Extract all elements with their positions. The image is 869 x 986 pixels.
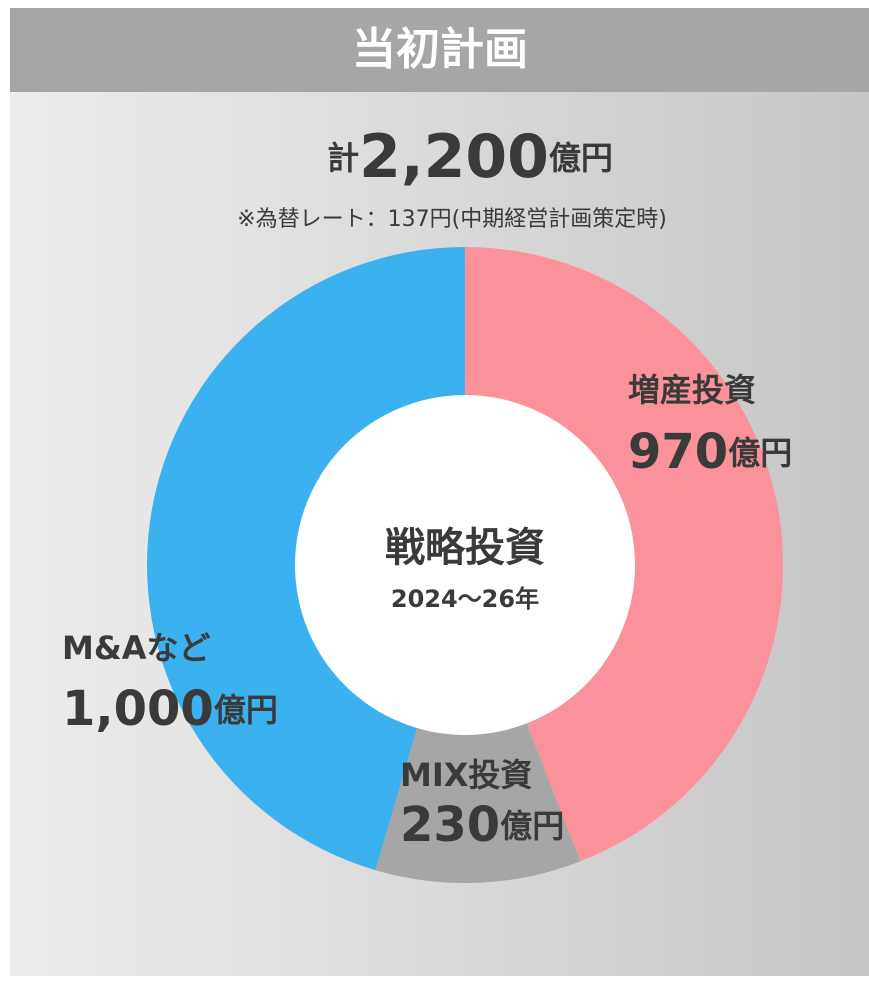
value: 230 (400, 797, 500, 853)
chart-title: 当初計画 (352, 24, 528, 75)
category-label: M&Aなど (62, 629, 211, 667)
center-title: 戦略投資 (385, 525, 545, 571)
value: 1,000 (62, 681, 214, 737)
note: ※為替レート：137円(中期経営計画策定時) (237, 207, 667, 232)
total-unit: 億円 (549, 139, 613, 177)
total: 計2,200億円 (327, 122, 613, 192)
unit: 億円 (728, 434, 792, 472)
header-bar (10, 8, 869, 92)
unit: 億円 (214, 691, 278, 729)
total-value: 2,200 (359, 122, 549, 192)
value: 970 (628, 424, 728, 480)
center-subtitle: 2024～26年 (391, 585, 539, 613)
value-label: 970億円 (628, 424, 792, 480)
category-label: 増産投資 (628, 371, 756, 409)
total-prefix: 計 (327, 139, 359, 177)
donut-hole (295, 395, 635, 735)
category-label: MIX投資 (400, 756, 532, 794)
unit: 億円 (500, 807, 564, 845)
value-label: 230億円 (400, 797, 564, 853)
value-label: 1,000億円 (62, 681, 278, 737)
